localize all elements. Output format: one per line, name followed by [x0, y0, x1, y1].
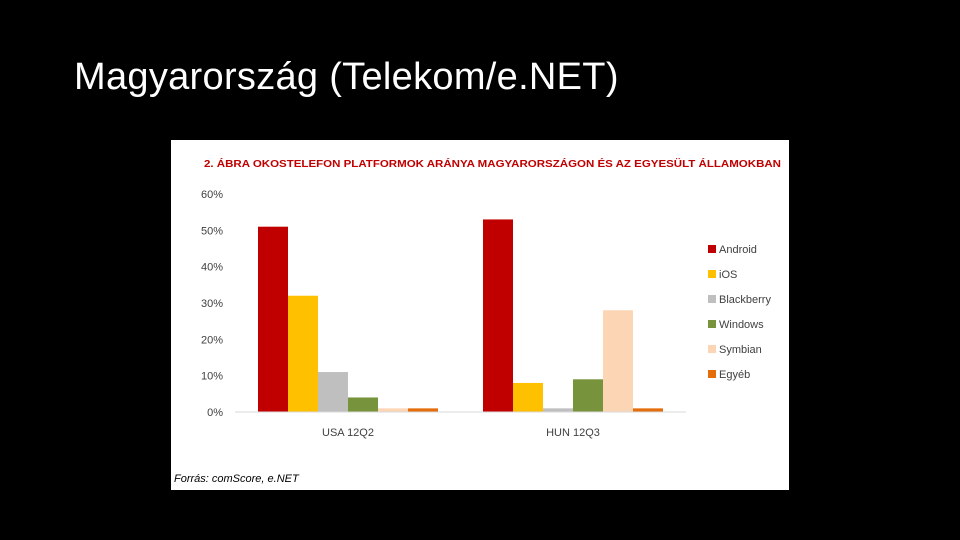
legend-swatch	[708, 370, 716, 378]
bar-android-2	[483, 219, 513, 412]
bars-group	[258, 219, 663, 412]
legend-swatch	[708, 245, 716, 253]
source-note: Forrás: comScore, e.NET	[174, 473, 300, 485]
bar-symbian-1	[378, 408, 408, 412]
chart-panel: 2. ÁBRA OKOSTELEFON PLATFORMOK ARÁNYA MA…	[171, 140, 789, 490]
x-tick-label: HUN 12Q3	[546, 427, 600, 439]
y-axis: 0% 10% 20% 30% 40% 50% 60%	[201, 189, 223, 419]
bar-symbian-2	[603, 310, 633, 412]
legend-label: iOS	[719, 269, 737, 281]
legend-label: Symbian	[719, 344, 762, 356]
bar-chart: 2. ÁBRA OKOSTELEFON PLATFORMOK ARÁNYA MA…	[174, 157, 781, 485]
chart-title: 2. ÁBRA OKOSTELEFON PLATFORMOK ARÁNYA MA…	[204, 157, 781, 170]
y-tick-label: 10%	[201, 371, 223, 383]
x-tick-label: USA 12Q2	[322, 427, 374, 439]
legend-label: Egyéb	[719, 369, 750, 381]
slide-title: Magyarország (Telekom/e.NET)	[74, 56, 619, 98]
y-tick-label: 30%	[201, 298, 223, 310]
legend-label: Android	[719, 244, 757, 256]
bar-blackberry-2	[543, 408, 573, 412]
legend-swatch	[708, 295, 716, 303]
x-axis: USA 12Q2 HUN 12Q3	[322, 427, 600, 439]
legend-swatch	[708, 270, 716, 278]
bar-ios-2	[513, 382, 543, 412]
bar-android-1	[258, 226, 288, 412]
y-tick-label: 40%	[201, 262, 223, 274]
legend-swatch	[708, 345, 716, 353]
y-tick-label: 0%	[207, 407, 223, 419]
bar-ios-1	[288, 295, 318, 412]
y-tick-label: 20%	[201, 334, 223, 346]
y-tick-label: 50%	[201, 225, 223, 237]
bar-blackberry-1	[318, 372, 348, 412]
bar-egy-b-2	[633, 408, 663, 412]
bar-egy-b-1	[408, 408, 438, 412]
bar-windows-1	[348, 397, 378, 412]
legend-label: Windows	[719, 319, 764, 331]
legend-label: Blackberry	[719, 294, 771, 306]
bar-windows-2	[573, 379, 603, 412]
legend: Android iOS Blackberry Windows Symbian Egyéb	[708, 244, 771, 381]
y-tick-label: 60%	[201, 189, 223, 201]
legend-swatch	[708, 320, 716, 328]
